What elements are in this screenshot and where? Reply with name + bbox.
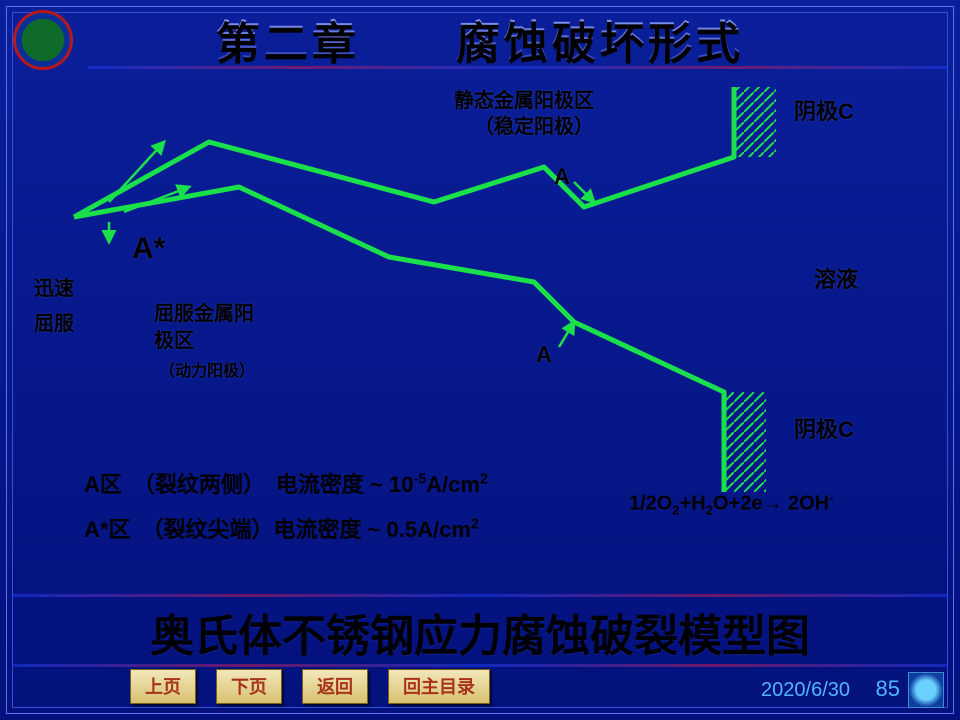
next-button[interactable]: 下页 — [216, 669, 282, 704]
label-dyn_anode_2: 极区 — [154, 324, 194, 353]
figure-caption: 奥氏体不锈钢应力腐蚀破裂模型图 — [0, 600, 960, 664]
label-cathode_bot: 阴极C — [794, 412, 854, 444]
crack-model-diagram: A*迅速屈服屈服金属阳极区（动力阳极）静态金属阳极区（稳定阳极）AA阴极C溶液阴… — [14, 72, 946, 590]
r-e: O+2e→ 2OH — [713, 493, 829, 515]
r-c: +H — [680, 493, 706, 515]
r-f: - — [829, 490, 833, 505]
slide-root: 第二章 腐蚀破坏形式 A* 迅速屈服 屈服金属阳极区 （动力阳极） 静态金属阳极区（稳定… — [0, 0, 960, 720]
r-d: 2 — [706, 503, 713, 518]
label-cathode_top: 阴极C — [794, 94, 854, 126]
label-rapid_yield_1: 迅速 — [34, 272, 74, 301]
label-static_1: 静态金属阳极区 — [454, 84, 594, 113]
back-button[interactable]: 返回 — [302, 669, 368, 704]
label-dyn_anode_3: （动力阳极） — [159, 357, 255, 381]
label-rapid_yield_2: 屈服 — [34, 307, 74, 336]
eq-a-region: A区 （裂纹两侧） 电流密度 ~ 10-5A/cm2 — [84, 467, 488, 499]
eq-a-exp: -5 — [413, 472, 426, 488]
footer-logo-icon — [908, 672, 944, 708]
chapter-title: 第二章 腐蚀破坏形式 — [0, 6, 960, 70]
eq-astar-text: A*区 （裂纹尖端）电流密度 ~ 0.5A/cm — [84, 517, 471, 542]
r-b: 2 — [672, 503, 679, 518]
nav-bar: 上页 下页 返回 回主目录 — [130, 669, 490, 704]
eq-a-unit: A/cm — [426, 472, 480, 497]
eq-astar-region: A*区 （裂纹尖端）电流密度 ~ 0.5A/cm2 — [84, 512, 479, 544]
accent-bot — [12, 664, 948, 667]
eq-cathode-reaction: 1/2O2+H2O+2e→ 2OH- — [629, 490, 833, 518]
eq-a-prefix: A区 （裂纹两侧） 电流密度 ~ 10 — [84, 472, 413, 497]
label-static_2: （稳定阳极） — [474, 110, 594, 139]
eq-astar-exp: 2 — [471, 517, 479, 533]
label-a_star: A* — [132, 232, 165, 266]
footer-date: 2020/6/30 — [761, 679, 850, 702]
label-A_top: A — [554, 164, 570, 190]
footer-page: 85 — [876, 676, 900, 702]
hatch-top — [734, 87, 776, 157]
label-solution: 溶液 — [814, 262, 858, 294]
label-A_bot: A — [536, 342, 552, 368]
eq-a-unit2: 2 — [480, 472, 488, 488]
prev-button[interactable]: 上页 — [130, 669, 196, 704]
r-a: 1/2O — [629, 493, 672, 515]
label-dyn_anode_1: 屈服金属阳 — [154, 297, 254, 326]
home-button[interactable]: 回主目录 — [388, 669, 490, 704]
hatch-bottom — [724, 392, 766, 492]
